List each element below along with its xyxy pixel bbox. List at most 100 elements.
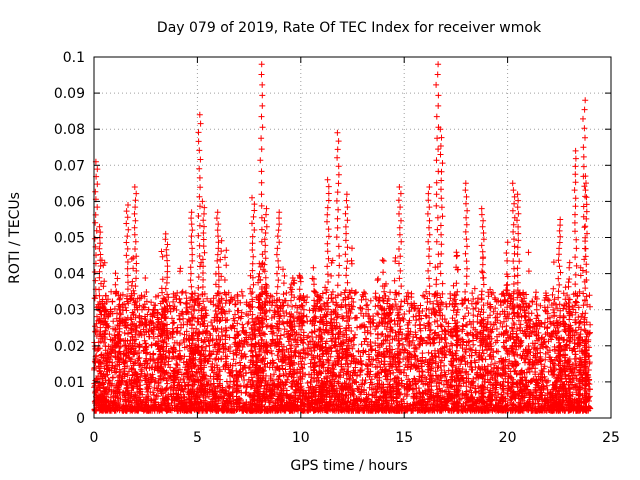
data-point bbox=[367, 297, 374, 304]
data-point bbox=[357, 367, 364, 374]
data-point bbox=[404, 300, 411, 307]
data-point bbox=[422, 312, 429, 319]
data-point bbox=[420, 292, 426, 299]
data-point bbox=[368, 376, 375, 383]
data-point bbox=[243, 299, 250, 306]
data-point bbox=[401, 298, 408, 305]
data-point bbox=[170, 298, 177, 305]
data-point bbox=[148, 299, 155, 306]
data-points bbox=[91, 61, 594, 414]
data-point bbox=[155, 393, 161, 400]
data-point bbox=[587, 321, 594, 328]
data-point bbox=[333, 301, 340, 308]
data-point bbox=[223, 378, 230, 385]
data-point bbox=[226, 308, 233, 315]
data-point bbox=[150, 320, 157, 327]
data-point bbox=[288, 297, 294, 304]
data-point bbox=[446, 346, 453, 353]
data-point bbox=[176, 316, 183, 323]
data-point bbox=[352, 364, 359, 371]
data-point bbox=[271, 307, 278, 314]
data-point bbox=[432, 329, 439, 336]
data-point bbox=[437, 294, 444, 301]
data-point bbox=[311, 297, 318, 304]
data-point bbox=[348, 328, 355, 334]
data-point bbox=[352, 331, 358, 338]
data-point bbox=[437, 322, 444, 328]
data-point bbox=[433, 297, 440, 304]
data-point bbox=[180, 359, 187, 366]
data-point bbox=[384, 300, 391, 307]
data-point bbox=[493, 325, 500, 332]
data-point bbox=[448, 370, 455, 377]
data-point bbox=[141, 293, 148, 300]
data-point bbox=[560, 397, 567, 404]
data-point bbox=[304, 294, 311, 301]
data-point bbox=[423, 288, 430, 295]
data-point bbox=[179, 288, 186, 295]
chart-title: Day 079 of 2019, Rate Of TEC Index for r… bbox=[157, 20, 542, 36]
data-point bbox=[454, 288, 461, 295]
data-point bbox=[268, 350, 275, 357]
data-point bbox=[350, 341, 357, 348]
data-point bbox=[537, 302, 544, 309]
data-point bbox=[183, 328, 190, 335]
data-point bbox=[472, 326, 479, 333]
data-point bbox=[465, 310, 472, 317]
data-point bbox=[564, 292, 571, 299]
data-point bbox=[501, 318, 507, 325]
data-point bbox=[353, 289, 359, 296]
data-point bbox=[430, 335, 437, 342]
data-point bbox=[569, 391, 576, 398]
data-point bbox=[101, 339, 107, 346]
data-point bbox=[495, 348, 502, 355]
data-point bbox=[458, 395, 464, 402]
data-point bbox=[544, 329, 551, 336]
data-point bbox=[289, 303, 296, 310]
data-point bbox=[354, 324, 361, 331]
data-point bbox=[238, 309, 245, 316]
data-point bbox=[492, 360, 498, 367]
data-point bbox=[350, 299, 357, 305]
data-point bbox=[358, 296, 365, 303]
data-point bbox=[554, 305, 561, 312]
data-point bbox=[443, 303, 450, 310]
data-point bbox=[208, 319, 215, 326]
data-point bbox=[528, 310, 535, 317]
data-point bbox=[330, 299, 336, 306]
data-point bbox=[586, 330, 593, 337]
data-point bbox=[447, 295, 454, 302]
data-point bbox=[226, 334, 233, 341]
data-point bbox=[308, 374, 315, 381]
data-point bbox=[279, 319, 286, 326]
data-point bbox=[235, 307, 242, 314]
data-point bbox=[586, 292, 593, 299]
data-point bbox=[128, 316, 135, 323]
data-point bbox=[234, 320, 241, 327]
data-point bbox=[329, 288, 336, 295]
data-point bbox=[372, 290, 379, 297]
data-point bbox=[575, 304, 582, 311]
data-point bbox=[205, 377, 212, 384]
data-point bbox=[203, 343, 210, 350]
data-point bbox=[542, 343, 549, 350]
data-point bbox=[506, 358, 513, 365]
data-point bbox=[571, 372, 578, 379]
data-point bbox=[238, 288, 245, 295]
data-point bbox=[176, 347, 183, 354]
data-point bbox=[401, 311, 408, 317]
data-point bbox=[364, 301, 371, 308]
data-point bbox=[243, 384, 250, 390]
data-point bbox=[324, 356, 331, 363]
data-point bbox=[110, 318, 117, 325]
data-point bbox=[304, 380, 311, 386]
data-point bbox=[230, 356, 237, 363]
data-point bbox=[365, 306, 372, 313]
data-point bbox=[362, 335, 369, 342]
data-point bbox=[287, 345, 294, 352]
data-point bbox=[209, 360, 216, 367]
data-point bbox=[274, 352, 281, 359]
data-point bbox=[208, 363, 215, 370]
data-point bbox=[271, 371, 277, 378]
